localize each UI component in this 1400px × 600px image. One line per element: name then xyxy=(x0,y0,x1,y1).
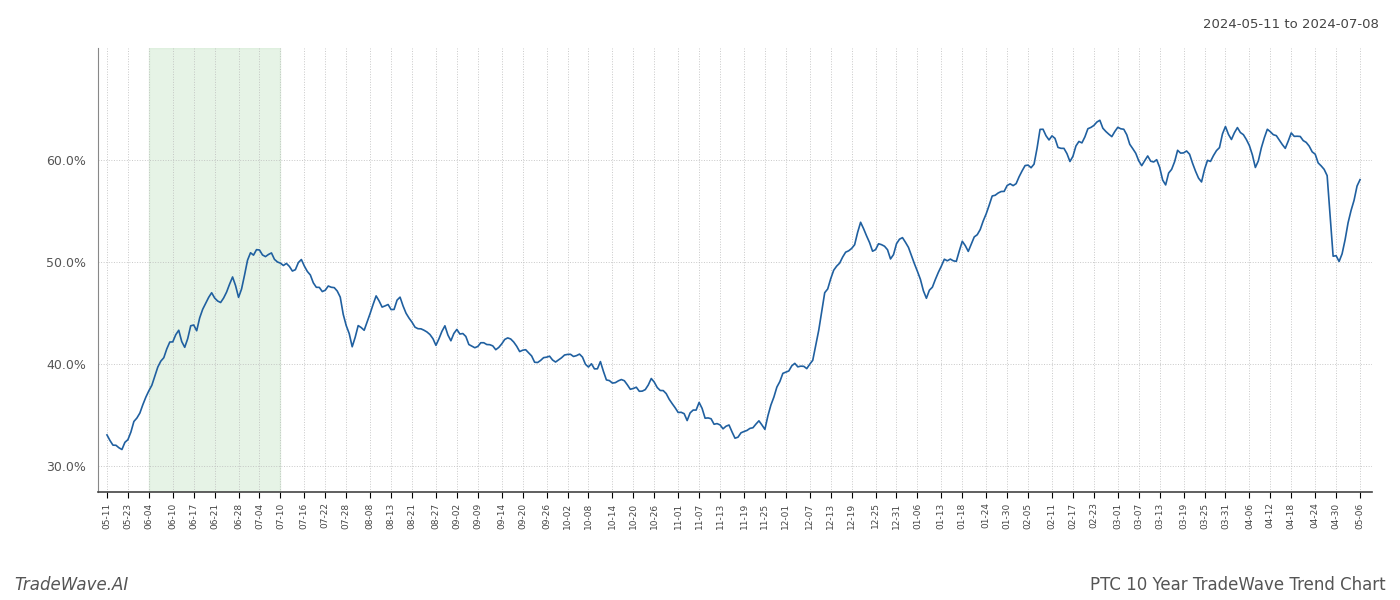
Text: 2024-05-11 to 2024-07-08: 2024-05-11 to 2024-07-08 xyxy=(1203,18,1379,31)
Text: PTC 10 Year TradeWave Trend Chart: PTC 10 Year TradeWave Trend Chart xyxy=(1091,576,1386,594)
Bar xyxy=(148,48,280,492)
Text: TradeWave.AI: TradeWave.AI xyxy=(14,576,129,594)
